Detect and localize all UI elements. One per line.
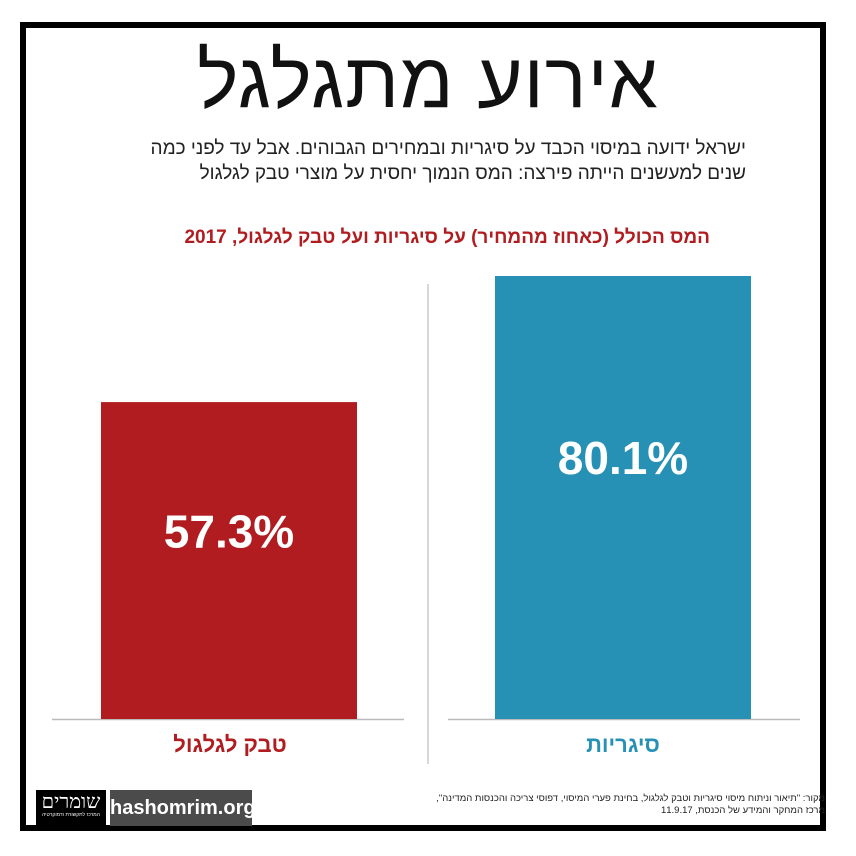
category-label-rolling-tobacco: טבק לגלגול bbox=[173, 732, 287, 757]
subtitle-line-1: ישראל ידועה במיסוי הכבד על סיגריות ובמחי… bbox=[150, 138, 746, 159]
site-link[interactable]: hashomrim.org bbox=[110, 790, 256, 826]
logo-text: שומרים bbox=[41, 789, 101, 813]
shomrim-logo[interactable]: שומרים המרכז לתקשורת ודמוקרטיה bbox=[36, 790, 106, 826]
bar-value-cigarettes: 80.1% bbox=[558, 432, 688, 484]
subtitle-line-2: שנים למעשנים הייתה פירצה: המס הנמוך יחסי… bbox=[199, 163, 746, 184]
category-label-cigarettes: סיגריות bbox=[586, 732, 660, 757]
bar-cigarettes bbox=[495, 276, 751, 719]
page-subtitle: ישראל ידועה במיסוי הכבד על סיגריות ובמחי… bbox=[90, 136, 746, 186]
logo-subtext: המרכז לתקשורת ודמוקרטיה bbox=[42, 812, 100, 818]
source-line-1: מקור: "תיאור וניתוח מיסוי סיגריות וטבק ל… bbox=[436, 793, 825, 804]
page-title: אירוע מתגלגל bbox=[197, 36, 659, 124]
chart-title: המס הכולל (כאחוז מהמחיר) על סיגריות ועל … bbox=[184, 227, 710, 248]
bar-value-rolling-tobacco: 57.3% bbox=[164, 505, 294, 557]
source-note: מקור: "תיאור וניתוח מיסוי סיגריות וטבק ל… bbox=[400, 793, 825, 817]
bar-rolling-tobacco bbox=[101, 402, 357, 719]
source-line-2: מרכז המחקר והמידע של הכנסת, 11.9.17 bbox=[660, 805, 825, 816]
